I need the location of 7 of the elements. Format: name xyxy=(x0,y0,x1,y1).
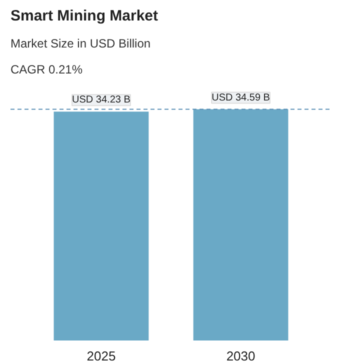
data-label: USD 34.59 B xyxy=(212,92,270,104)
data-label: USD 34.23 B xyxy=(72,94,131,106)
x-tick-label: 2025 xyxy=(86,348,116,363)
chart-title: Smart Mining Market xyxy=(10,8,158,24)
chart-subtitle: Market Size in USD Billion xyxy=(10,36,151,50)
x-tick-label: 2030 xyxy=(226,348,256,363)
text: CAGR 0.21% xyxy=(10,62,83,76)
